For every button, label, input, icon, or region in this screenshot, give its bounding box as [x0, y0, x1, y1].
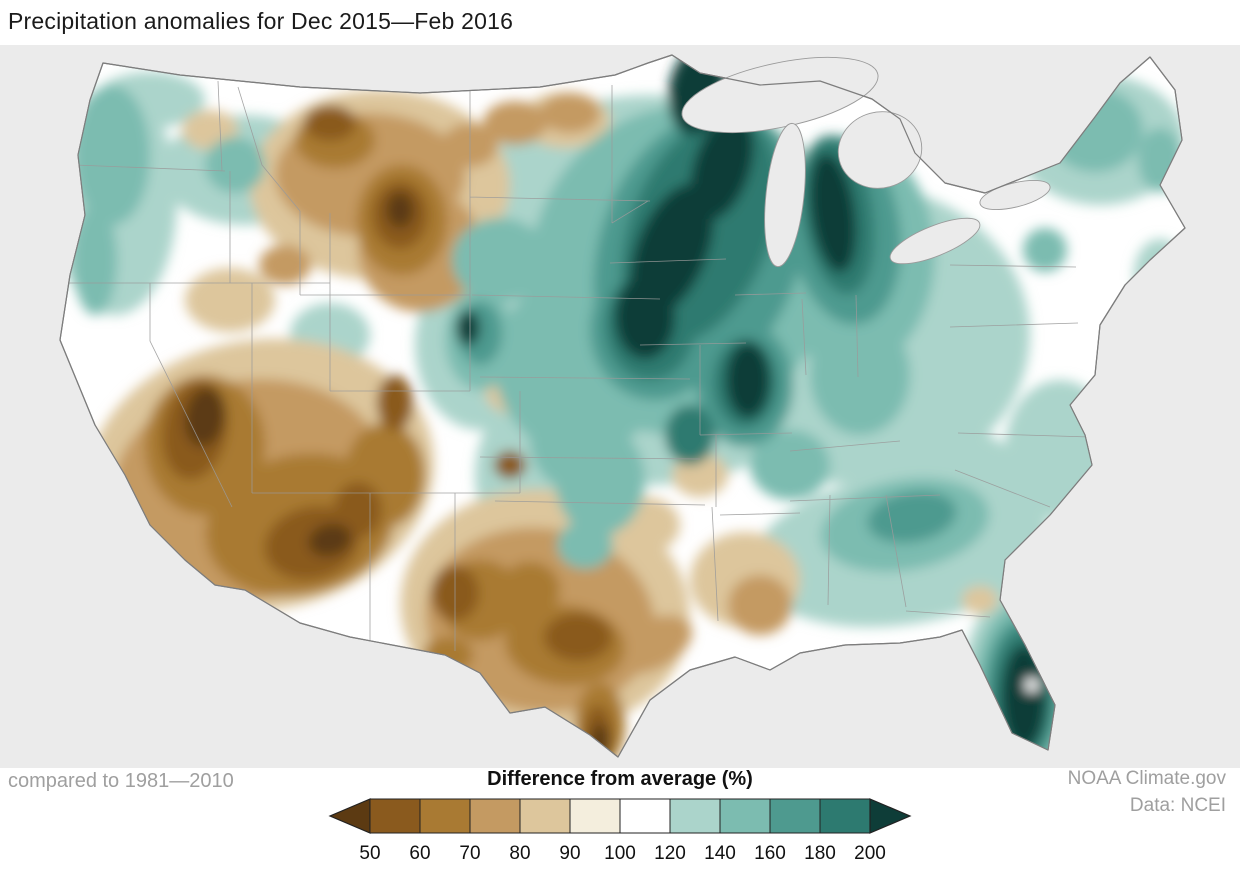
anomaly-blob [377, 375, 413, 431]
legend-color-bar: 50 60 70 80 90 100 120 140 160 180 200 [328, 798, 912, 864]
anomaly-blob [1138, 128, 1182, 192]
legend-tick-label: 50 [359, 843, 380, 864]
anomaly-blob [809, 153, 857, 273]
lake-erie [889, 217, 981, 265]
legend-tick-label: 180 [804, 843, 836, 864]
lake-michigan [764, 122, 806, 268]
anomaly-blob [1002, 645, 1046, 749]
anomaly-blob [810, 315, 910, 435]
anomaly-blob [456, 310, 480, 346]
legend-tick-label: 100 [604, 843, 636, 864]
anomaly-blob [483, 101, 547, 145]
us-anomaly-map [59, 54, 1186, 758]
anomaly-blob [423, 637, 473, 673]
legend-tick-label: 160 [754, 843, 786, 864]
attribution: NOAA Climate.gov Data: NCEI [1068, 766, 1226, 819]
legend-title: Difference from average (%) [487, 768, 753, 790]
anomaly-blob [607, 615, 693, 675]
anomaly-blob [665, 405, 715, 465]
legend-segment [819, 798, 871, 834]
legend: Difference from average (%) 50 60 70 80 90 10… [310, 768, 930, 865]
legend-arrow-above-200 [869, 798, 912, 834]
legend-tick-label: 90 [559, 843, 580, 864]
anomaly-blob [530, 390, 620, 490]
legend-segment [419, 798, 471, 834]
anomaly-blob [304, 105, 356, 141]
attribution-data: Data: NCEI [1129, 794, 1226, 816]
anomaly-blob [500, 562, 560, 618]
anomaly-blob [750, 430, 830, 500]
legend-segment [569, 798, 621, 834]
anomaly-blob [494, 451, 526, 479]
anomaly-blob [73, 205, 117, 315]
legend-tick-label: 70 [459, 843, 480, 864]
anomaly-blob [259, 245, 311, 285]
state-borders [60, 80, 1091, 651]
page-title: Precipitation anomalies for Dec 2015—Feb… [8, 8, 514, 34]
us-coastline [59, 54, 1186, 758]
great-lakes [681, 56, 1051, 268]
anomaly-blob [962, 586, 998, 614]
legend-segment [369, 798, 421, 834]
legend-segment [719, 798, 771, 834]
anomaly-blob [386, 192, 414, 228]
anomaly-blob [544, 613, 612, 661]
legend-tick-label: 140 [704, 843, 736, 864]
anomaly-blob [728, 575, 792, 635]
anomaly-blob [1025, 678, 1039, 692]
anomaly-blob [74, 85, 150, 225]
anomaly-blob [1047, 88, 1143, 172]
map-panel [0, 45, 1240, 768]
lake-huron [837, 111, 923, 189]
anomaly-blob [308, 523, 352, 557]
anomaly-blob [590, 724, 610, 757]
lake-ontario [979, 180, 1051, 210]
anomaly-blob [726, 342, 770, 418]
baseline-note: compared to 1981—2010 [8, 770, 234, 792]
anomaly-blob [185, 268, 275, 332]
anomaly-blob [452, 218, 548, 302]
legend-segment [469, 798, 521, 834]
legend-segment [619, 798, 671, 834]
anomaly-blob [615, 275, 675, 359]
anomaly-blob [540, 93, 600, 133]
attribution-source: NOAA Climate.gov [1067, 768, 1226, 789]
legend-tick-label: 120 [654, 843, 686, 864]
legend-segment [769, 798, 821, 834]
legend-tick-label: 200 [854, 843, 886, 864]
legend-tick-label: 80 [509, 843, 530, 864]
legend-segment [519, 798, 571, 834]
anomaly-blob [1023, 228, 1067, 272]
anomaly-blob [867, 491, 957, 543]
legend-tick-label: 60 [409, 843, 430, 864]
legend-arrow-below-50 [328, 798, 371, 834]
anomaly-blob [557, 521, 613, 569]
precipitation-anomaly-layer [60, 55, 1185, 757]
anomaly-blob [1005, 380, 1115, 520]
anomaly-blob [1134, 239, 1185, 311]
legend-segment [669, 798, 721, 834]
anomaly-blob [205, 137, 265, 193]
